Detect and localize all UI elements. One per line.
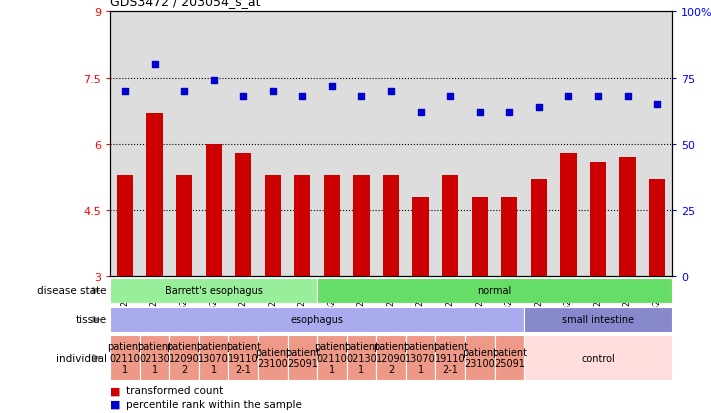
Text: patient
12090
2: patient 12090 2 [373,341,409,374]
Bar [383,176,399,277]
Point [533,104,545,111]
Text: patient
19110
2-1: patient 19110 2-1 [433,341,468,374]
Point [415,109,427,116]
Bar [110,335,140,380]
Point [592,94,604,100]
Bar [619,158,636,277]
Bar [317,335,347,380]
Point [385,88,397,95]
Bar [412,197,429,277]
Bar [199,335,228,380]
Bar [235,153,252,277]
Text: patient
02130
1: patient 02130 1 [344,341,379,374]
Text: normal: normal [477,286,512,296]
Text: esophagus: esophagus [291,315,343,325]
Bar [140,335,169,380]
Point [149,62,160,69]
Bar [294,176,311,277]
Text: patient
19110
2-1: patient 19110 2-1 [225,341,261,374]
Bar [228,335,258,380]
Bar [347,335,376,380]
Point [503,109,515,116]
Text: transformed count: transformed count [126,385,223,395]
Text: Barrett's esophagus: Barrett's esophagus [165,286,262,296]
Text: tissue: tissue [75,315,107,325]
Bar [376,335,406,380]
Text: patient
13070
1: patient 13070 1 [196,341,231,374]
Point [356,94,367,100]
Bar [649,180,665,277]
Bar [495,335,524,380]
Polygon shape [92,287,101,294]
Bar [465,335,495,380]
Point [267,88,279,95]
Bar [406,335,435,380]
Point [208,78,220,84]
Text: individual: individual [55,353,107,363]
Point [178,88,190,95]
Bar [435,335,465,380]
Point [326,83,338,90]
Point [474,109,486,116]
Text: patient
23100: patient 23100 [462,347,497,368]
Text: percentile rank within the sample: percentile rank within the sample [126,399,301,409]
Text: patient
02130
1: patient 02130 1 [137,341,172,374]
Bar [205,145,222,277]
Polygon shape [92,316,101,323]
Point [444,94,456,100]
Bar [317,278,672,304]
Point [119,88,131,95]
Point [651,102,663,108]
Bar [324,176,340,277]
Polygon shape [92,354,101,361]
Bar [117,176,133,277]
Point [622,94,634,100]
Bar [287,335,317,380]
Bar [110,278,317,304]
Text: small intestine: small intestine [562,315,634,325]
Bar [590,162,606,277]
Text: control: control [581,353,615,363]
Bar [176,176,192,277]
Text: patient
02110
1: patient 02110 1 [314,341,349,374]
Bar [524,335,672,380]
Bar [501,197,518,277]
Point [562,94,574,100]
Text: ■: ■ [110,399,121,409]
Text: disease state: disease state [37,286,107,296]
Point [237,94,249,100]
Bar [530,180,547,277]
Bar [258,335,287,380]
Bar [146,114,163,277]
Bar [110,307,524,332]
Bar [524,307,672,332]
Text: patient
02110
1: patient 02110 1 [107,341,142,374]
Bar [353,176,370,277]
Text: GDS3472 / 203054_s_at: GDS3472 / 203054_s_at [110,0,261,8]
Bar [264,176,281,277]
Bar [471,197,488,277]
Text: patient
12090
2: patient 12090 2 [166,341,202,374]
Point [296,94,308,100]
Text: patient
25091: patient 25091 [285,347,320,368]
Text: patient
13070
1: patient 13070 1 [403,341,438,374]
Text: ■: ■ [110,385,121,395]
Bar [560,153,577,277]
Bar [442,176,459,277]
Bar [169,335,199,380]
Text: patient
23100: patient 23100 [255,347,290,368]
Text: patient
25091: patient 25091 [492,347,527,368]
